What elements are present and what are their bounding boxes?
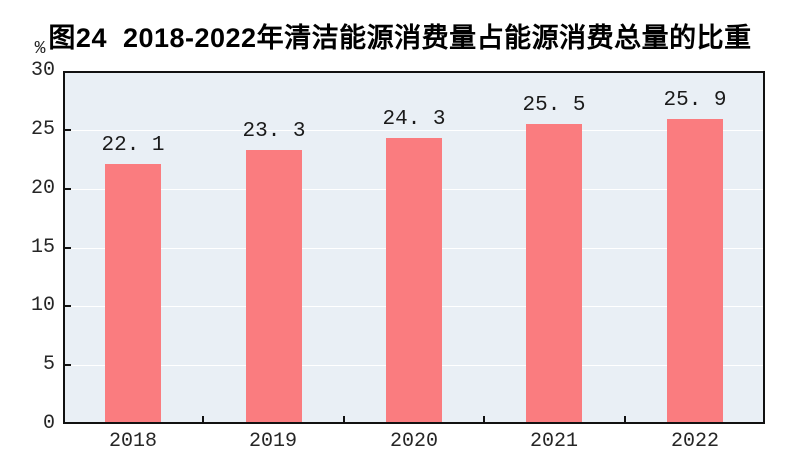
chart-title: 图24 2018-2022年清洁能源消费量占能源消费总量的比重 xyxy=(48,23,752,53)
bar-value-label-2021: 25. 5 xyxy=(522,94,586,117)
x-axis-label-2018: 2018 xyxy=(108,430,157,453)
y-axis-label-0: 0 xyxy=(42,412,55,435)
y-axis-unit-label: % xyxy=(34,39,46,59)
bar-2018 xyxy=(105,164,161,424)
y-axis-label-30: 30 xyxy=(30,59,55,82)
bar-value-label-2020: 24. 3 xyxy=(382,108,446,131)
x-axis-label-2020: 2020 xyxy=(389,430,438,453)
y-axis-tick-10 xyxy=(63,305,71,307)
y-axis-tick-25 xyxy=(63,129,71,131)
y-axis-label-5: 5 xyxy=(42,353,55,376)
x-axis-tick-1 xyxy=(202,416,204,424)
bar-2020 xyxy=(386,138,442,424)
y-axis-tick-5 xyxy=(63,364,71,366)
y-axis-label-25: 25 xyxy=(30,118,55,141)
y-axis-label-20: 20 xyxy=(30,177,55,200)
x-axis-label-2022: 2022 xyxy=(670,430,719,453)
plot-area xyxy=(63,71,765,424)
gridline-25 xyxy=(63,130,765,131)
x-axis-tick-2 xyxy=(343,416,345,424)
bar-value-label-2019: 23. 3 xyxy=(242,120,306,143)
x-axis-label-2021: 2021 xyxy=(529,430,578,453)
bar-2022 xyxy=(667,119,723,424)
y-axis-tick-15 xyxy=(63,247,71,249)
x-axis-tick-3 xyxy=(483,416,485,424)
y-axis-label-15: 15 xyxy=(30,236,55,259)
x-axis-tick-4 xyxy=(624,416,626,424)
x-axis-label-2019: 2019 xyxy=(248,430,297,453)
bar-2019 xyxy=(246,150,302,424)
bar-value-label-2022: 25. 9 xyxy=(663,89,727,112)
bar-value-label-2018: 22. 1 xyxy=(101,134,165,157)
bar-2021 xyxy=(526,124,582,424)
y-axis-label-10: 10 xyxy=(30,294,55,317)
y-axis-tick-20 xyxy=(63,188,71,190)
